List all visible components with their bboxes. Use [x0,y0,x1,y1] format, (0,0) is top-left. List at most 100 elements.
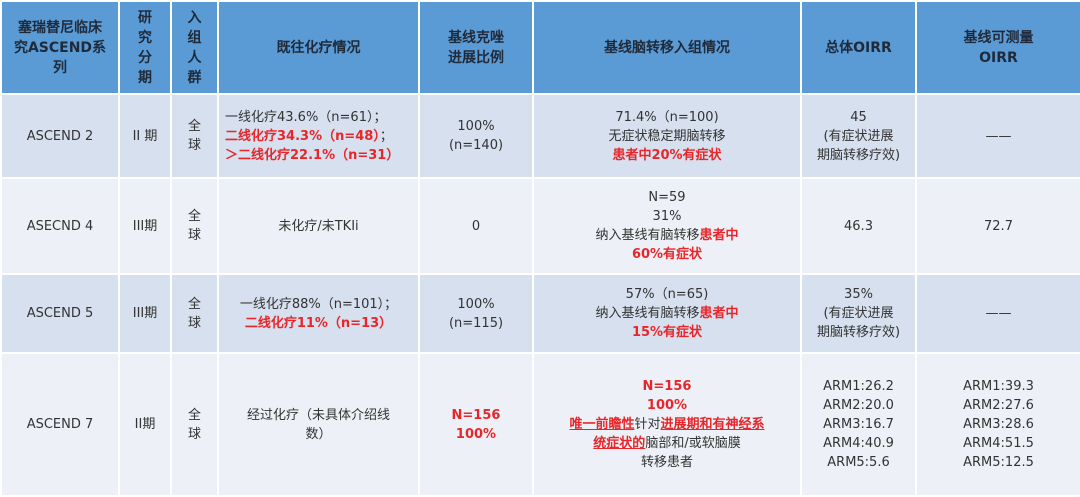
cell-text: 纳入基线有脑转移 [595,306,700,321]
cell-line: 无症状稳定期脑转移 [537,127,797,146]
cell-text: 数） [305,426,332,442]
cell-line: ARM3:16.7 [805,415,912,434]
cell-text: (n=115) [448,315,504,331]
cell-line: 100% [423,425,529,444]
cell-phase: II 期 [118,93,172,179]
cell-text: ASECND 4 [26,218,94,234]
cell-line: 71.4%（n=100) [537,108,797,127]
cell-text: ARM1:39.3 [963,379,1034,394]
cell-line: 一线化疗88%（n=101）； [222,295,415,314]
cell-text: 100% [457,119,495,134]
cell-text: ASCEND 2 [26,128,94,144]
cell-overall-oirr: 35% (有症状进展 期脑转移疗效) [800,273,917,354]
cell-line: 纳入基线有脑转移患者中 [537,304,797,323]
cell-series: ASECND 4 [0,177,120,275]
cell-line: 45 [805,108,912,127]
cell-line: (有症状进展 [805,304,912,323]
table-row: ASCEND 2 II 期全球一线化疗43.6%（n=61）； 二线化疗34.3%（… [0,93,1080,179]
cell-phase: III期 [118,177,172,275]
cell-line: ASCEND 7 [5,415,115,434]
cell-text: 脑部和/或软脑膜 [645,436,741,451]
cell-crizotinib-progression: 100% (n=115) [418,273,534,354]
cell-text: 0 [471,218,481,234]
cell-text: 46.3 [844,218,873,234]
cell-text: —— [985,128,1012,144]
cell-text: 球 [187,228,201,243]
cell-crizotinib-progression: 100% (n=140) [418,93,534,179]
cell-line: 经过化疗（未具体介绍线 [222,406,415,425]
cell-text: 35% [844,287,873,302]
cell-line: 31% [537,207,797,226]
cell-population: 全球 [170,177,219,275]
highlighted-text: 二线化疗34.3%（n=48） [225,128,380,144]
cell-line: 60%有症状 [537,245,797,264]
cell-crizotinib-progression: 0 [418,177,534,275]
header-overall-oirr: 总体OIRR [800,0,917,95]
cell-line: N=59 [537,188,797,207]
highlighted-text: 患者中20%有症状 [612,147,722,163]
cell-measurable-oirr: ARM1:39.3 ARM2:27.6 ARM3:28.6 ARM4:51.5 ARM5… [915,352,1080,497]
cell-line: ASECND 4 [5,217,115,236]
header-population: 入组人群 [170,0,219,95]
cell-text: 全 [187,407,201,423]
cell-baseline-brain-mets: N=59 31% 纳入基线有脑转移患者中 60%有症状 [532,177,802,275]
cell-text: (有症状进展 [823,306,894,321]
cell-text: (n=140) [448,138,504,153]
cell-prior-chemo: 一线化疗43.6%（n=61）； 二线化疗34.3%（n=48）； ＞二线化疗22.… [217,93,420,179]
cell-line: II期 [123,415,167,434]
cell-line: 数） [222,425,415,444]
cell-phase: III期 [118,273,172,354]
cell-text: III期 [132,306,158,321]
highlighted-text: N=156 [642,379,692,394]
cell-line: N=156 [423,406,529,425]
cell-line: ARM2:20.0 [805,396,912,415]
cell-baseline-brain-mets: N=156 100% 唯一前瞻性针对进展期和有神经系 统症状的脑部和/或软脑膜 转移患者 [532,352,802,497]
cell-text: III期 [132,218,158,234]
cell-prior-chemo: 一线化疗88%（n=101）； 二线化疗11%（n=13） [217,273,420,354]
cell-line: 72.7 [920,217,1077,236]
cell-measurable-oirr: —— [915,273,1080,354]
cell-population: 全球 [170,273,219,354]
cell-text: ARM3:28.6 [963,417,1034,432]
cell-text: 针对 [634,417,661,432]
cell-text: 100% [457,296,495,312]
cell-line: 100% [423,117,529,136]
cell-text: 一线化疗88%（n=101）； [239,296,398,312]
cell-text: ； [379,128,393,144]
cell-line: II 期 [123,127,167,146]
highlighted-text: 60%有症状 [631,247,703,262]
cell-text: 72.7 [984,218,1013,234]
cell-text: ASCEND 5 [26,306,94,321]
cell-line: III期 [123,304,167,323]
cell-phase: II期 [118,352,172,497]
cell-line: 唯一前瞻性针对进展期和有神经系 [537,415,797,434]
cell-line: 统症状的脑部和/或软脑膜 [537,434,797,453]
cell-line: 46.3 [805,217,912,236]
cell-baseline-brain-mets: 71.4%（n=100) 无症状稳定期脑转移 患者中20%有症状 [532,93,802,179]
cell-line: ＞二线化疗22.1%（n=31） [225,146,415,165]
cell-text: ARM5:12.5 [963,455,1034,470]
header-crizotinib-progression: 基线克唑进展比例 [418,0,534,95]
cell-line: 二线化疗11%（n=13） [222,314,415,333]
cell-line: 球 [175,314,214,333]
cell-line: 转移患者 [537,453,797,472]
cell-line: 57%（n=65) [537,285,797,304]
cell-text: 转移患者 [640,455,693,470]
cell-line: 15%有症状 [537,323,797,342]
cell-text: ARM2:20.0 [823,398,894,413]
cell-text: 期脑转移疗效) [816,325,901,340]
cell-text: 57%（n=65) [625,287,709,302]
cell-text: ASCEND 7 [26,417,94,432]
cell-line: 100% [423,295,529,314]
cell-line: 全 [175,207,214,226]
highlighted-text: 进展期和有神经系 [660,417,765,432]
cell-line: (n=115) [423,314,529,333]
cell-text: ARM3:16.7 [823,417,894,432]
cell-line: (有症状进展 [805,127,912,146]
highlighted-text: 患者中 [699,228,739,243]
cell-line: ARM2:27.6 [920,396,1077,415]
cell-text: II 期 [132,128,158,144]
cell-overall-oirr: ARM1:26.2 ARM2:20.0 ARM3:16.7 ARM4:40.9 ARM5… [800,352,917,497]
cell-line: 纳入基线有脑转移患者中 [537,226,797,245]
